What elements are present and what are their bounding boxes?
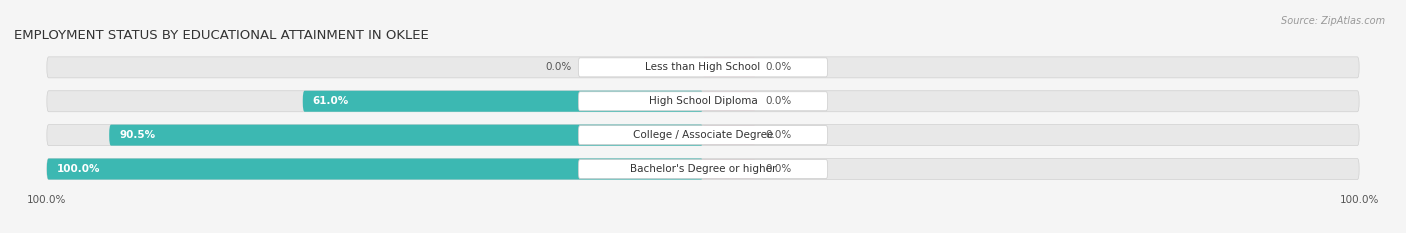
FancyBboxPatch shape [578,58,828,77]
Text: 0.0%: 0.0% [765,130,792,140]
Text: 90.5%: 90.5% [120,130,155,140]
FancyBboxPatch shape [578,160,828,178]
Text: 61.0%: 61.0% [312,96,349,106]
FancyBboxPatch shape [302,91,703,112]
Legend: In Labor Force, Unemployed: In Labor Force, Unemployed [598,229,808,233]
Text: College / Associate Degree: College / Associate Degree [633,130,773,140]
Text: 0.0%: 0.0% [765,62,792,72]
FancyBboxPatch shape [46,125,1360,146]
FancyBboxPatch shape [578,92,828,111]
Text: High School Diploma: High School Diploma [648,96,758,106]
Text: 0.0%: 0.0% [765,96,792,106]
FancyBboxPatch shape [46,158,703,180]
Text: 0.0%: 0.0% [546,62,572,72]
FancyBboxPatch shape [46,158,1360,180]
Text: 100.0%: 100.0% [56,164,100,174]
FancyBboxPatch shape [578,126,828,145]
FancyBboxPatch shape [110,125,703,146]
FancyBboxPatch shape [703,58,755,77]
Text: Source: ZipAtlas.com: Source: ZipAtlas.com [1281,16,1385,26]
Text: EMPLOYMENT STATUS BY EDUCATIONAL ATTAINMENT IN OKLEE: EMPLOYMENT STATUS BY EDUCATIONAL ATTAINM… [14,29,429,42]
FancyBboxPatch shape [703,126,755,145]
Text: 0.0%: 0.0% [765,164,792,174]
Text: Bachelor's Degree or higher: Bachelor's Degree or higher [630,164,776,174]
FancyBboxPatch shape [46,57,1360,78]
Text: Less than High School: Less than High School [645,62,761,72]
FancyBboxPatch shape [703,92,755,111]
FancyBboxPatch shape [703,160,755,178]
FancyBboxPatch shape [46,91,1360,112]
